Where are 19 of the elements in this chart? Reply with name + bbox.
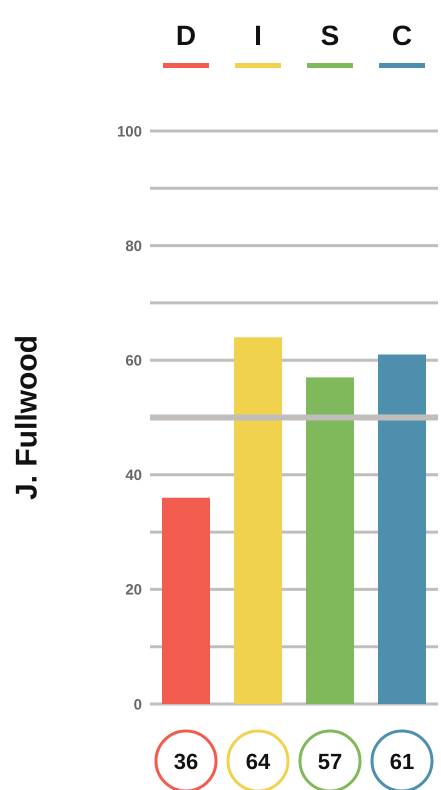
y-tick-label: 20	[125, 582, 142, 599]
data-label: 61	[390, 749, 414, 774]
data-label: 57	[318, 749, 342, 774]
bar	[162, 498, 210, 704]
y-tick-label: 0	[134, 696, 142, 714]
bar	[234, 337, 282, 704]
bar	[378, 354, 426, 704]
data-label: 36	[174, 749, 198, 774]
y-tick-label: 80	[125, 238, 142, 255]
x-tick-label: D	[176, 20, 196, 51]
data-label: 64	[246, 749, 271, 774]
y-tick-label: 100	[116, 123, 142, 140]
x-tick-label: C	[392, 20, 412, 51]
y-tick-label: 60	[125, 352, 142, 370]
bar	[306, 377, 354, 704]
x-tick-label: I	[254, 20, 262, 51]
x-tick-label: S	[320, 20, 340, 51]
y-tick-label: 40	[125, 467, 142, 484]
y-axis-title: J. Fullwood	[10, 335, 44, 500]
